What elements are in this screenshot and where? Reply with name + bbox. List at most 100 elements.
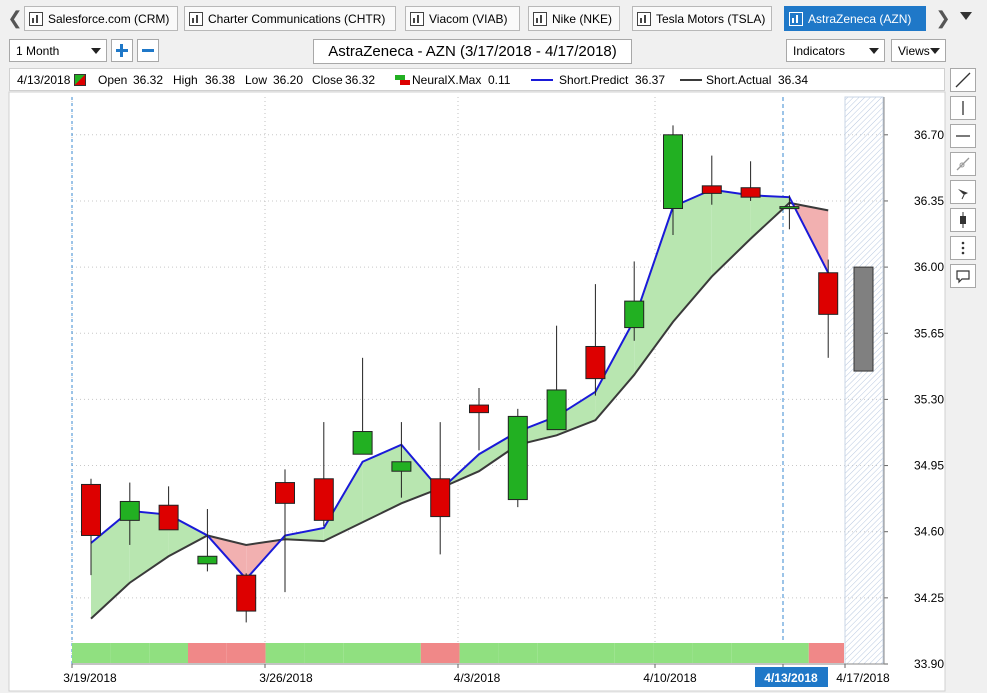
neural-band-segment	[576, 643, 615, 663]
tab-scroll-right-icon[interactable]: ❯	[935, 7, 951, 28]
ray-tool[interactable]	[950, 152, 976, 176]
neural-band-segment	[459, 643, 499, 663]
tab-bar: ❮ Salesforce.com (CRM) Charter Communica…	[0, 0, 987, 36]
candle-body	[391, 461, 412, 472]
tab-tsla[interactable]: Tesla Motors (TSLA)	[632, 6, 772, 31]
y-tick-label: 36.70	[914, 128, 944, 142]
zoom-in-button[interactable]	[111, 39, 133, 62]
fill-up	[91, 510, 130, 619]
tab-crm[interactable]: Salesforce.com (CRM)	[24, 6, 178, 31]
horizontal-line-icon	[956, 135, 970, 137]
ray-icon	[956, 157, 970, 171]
actual-label: Short.Actual	[706, 73, 772, 87]
tab-menu-icon[interactable]	[960, 12, 972, 20]
neural-band-segment	[653, 643, 693, 663]
more-tools[interactable]	[950, 236, 976, 260]
diagonal-line-icon	[955, 72, 971, 88]
x-tick-label: 3/26/2018	[259, 671, 313, 685]
candle-body	[469, 404, 489, 414]
candle-body	[740, 187, 761, 198]
y-tick-label: 35.65	[914, 326, 944, 340]
neural-band-segment	[770, 643, 809, 663]
y-axis: 36.70 36.35 36.00 35.65 35.30 34.95 34.60 34.25…	[883, 97, 944, 671]
predict-label: Short.Predict	[559, 73, 629, 87]
stock-chart-icon	[189, 11, 203, 26]
y-tick-label: 36.00	[914, 260, 944, 274]
period-select[interactable]: 1 Month	[9, 39, 107, 62]
chevron-down-icon	[869, 48, 879, 54]
candle-icon	[960, 212, 966, 228]
horizontal-line-tool[interactable]	[950, 124, 976, 148]
vertical-line-tool[interactable]	[950, 96, 976, 120]
tab-viab[interactable]: Viacom (VIAB)	[405, 6, 520, 31]
high-value: 36.38	[205, 73, 236, 87]
stock-chart-icon	[533, 11, 547, 26]
y-tick-label: 33.90	[914, 657, 944, 671]
tab-azn[interactable]: AstraZeneca (AZN)	[784, 6, 926, 31]
actual-legend-line	[680, 79, 702, 81]
predict-legend-line	[531, 79, 553, 81]
high-label: High	[173, 73, 198, 87]
neural-band-segment	[692, 643, 732, 663]
zoom-out-button[interactable]	[137, 39, 159, 62]
vertical-dots-icon	[961, 241, 965, 255]
tab-nke[interactable]: Nike (NKE)	[528, 6, 620, 31]
tab-chtr[interactable]: Charter Communications (CHTR)	[184, 6, 396, 31]
selected-date-marker	[755, 667, 828, 687]
neural-legend-down-icon	[400, 80, 410, 85]
pen-tool[interactable]	[950, 180, 976, 204]
low-value: 36.20	[273, 73, 304, 87]
views-select[interactable]: Views	[891, 39, 946, 62]
vertical-line-icon	[962, 101, 964, 115]
info-date: 4/13/2018	[17, 73, 71, 87]
candle-color-icon	[74, 74, 86, 86]
indicators-select[interactable]: Indicators	[786, 39, 885, 62]
tab-scroll-left-icon[interactable]: ❮	[7, 7, 23, 28]
fill-up	[285, 527, 324, 542]
candle-body	[585, 345, 606, 380]
neural-band-segment	[149, 643, 188, 663]
short-actual-line	[90, 201, 829, 620]
neural-band-segment	[498, 643, 538, 663]
neural-label: NeuralX.Max	[412, 73, 482, 87]
neural-band-segment	[537, 643, 576, 663]
trend-line-tool[interactable]	[950, 68, 976, 92]
y-tick-label: 35.30	[914, 392, 944, 406]
speech-bubble-icon	[956, 270, 970, 284]
neural-band-segment	[304, 643, 344, 663]
candle-body	[507, 415, 528, 501]
neural-band-segment	[420, 643, 460, 663]
pen-icon	[958, 189, 968, 200]
predict-value: 36.37	[635, 73, 666, 87]
neural-band-segment	[731, 643, 770, 663]
neural-band-segment	[226, 643, 266, 663]
y-tick-label: 36.35	[914, 194, 944, 208]
stock-chart-icon	[789, 11, 803, 26]
close-label: Close	[312, 73, 343, 87]
chart-panel	[8, 91, 946, 692]
chart-title: AstraZeneca - AZN (3/17/2018 - 4/17/2018…	[313, 39, 632, 64]
candle-body	[624, 300, 645, 329]
neural-band-segment	[265, 643, 305, 663]
chevron-down-icon	[930, 48, 940, 54]
candle-tool[interactable]	[950, 208, 976, 232]
forecast-area	[844, 96, 884, 665]
neural-band-segment	[382, 643, 421, 663]
open-label: Open	[98, 73, 128, 87]
candle-body	[663, 134, 683, 210]
candle-body	[197, 555, 218, 565]
y-tick-label: 34.25	[914, 591, 944, 605]
comment-tool[interactable]	[950, 264, 976, 288]
actual-value: 36.34	[778, 73, 809, 87]
y-tick-label: 34.95	[914, 459, 944, 473]
ohlc-info-bar: 4/13/2018 Open 36.32 High 36.38 Low 36.2…	[9, 68, 945, 91]
forecast-range-bar	[853, 266, 874, 372]
tab-label: Viacom (VIAB)	[429, 11, 508, 26]
neural-band-segment	[72, 643, 111, 663]
neural-band-segment	[110, 643, 150, 663]
tab-label: Charter Communications (CHTR)	[208, 11, 386, 26]
y-tick-label: 34.60	[914, 525, 944, 539]
candle-body	[546, 389, 567, 431]
fill-up	[634, 206, 673, 375]
